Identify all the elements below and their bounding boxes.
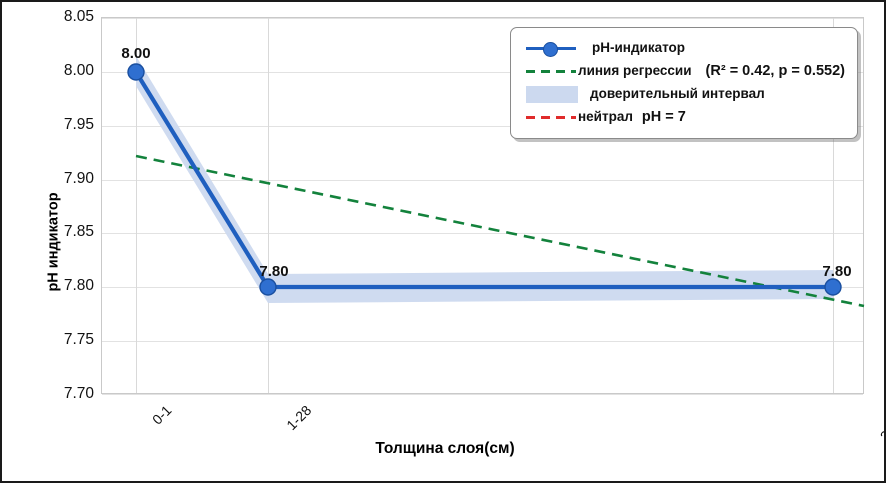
y-tick-label: 7.80 [63, 277, 94, 295]
legend-item-regression-line[interactable]: линия регрессии (R² = 0.42, p = 0.552) [511, 59, 857, 82]
gridline-vertical [136, 18, 137, 393]
confidence-interval-band [136, 56, 833, 303]
gridline-vertical [833, 18, 834, 393]
gridline-horizontal [102, 394, 863, 395]
gridline-horizontal [102, 18, 863, 19]
gridline-horizontal [102, 233, 863, 235]
legend-label: pH-индикатор [592, 40, 686, 55]
legend: pH-индикатор линия регрессии (R² = 0.42,… [510, 27, 858, 139]
legend-item-neutral[interactable]: нейтрал pH = 7 [511, 105, 857, 128]
legend-green-dashed-icon [524, 63, 578, 79]
data-point-label: 7.80 [259, 263, 289, 280]
x-axis-title: Толщина слоя(см) [375, 440, 515, 457]
data-point-label: 7.80 [822, 263, 852, 280]
gridline-horizontal [102, 179, 863, 181]
legend-neutral-value: pH = 7 [641, 108, 686, 125]
y-tick-label: 8.00 [63, 61, 94, 79]
gridline-horizontal [102, 71, 863, 73]
legend-regression-stats: (R² = 0.42, p = 0.552) [705, 62, 845, 79]
data-point-marker[interactable] [127, 63, 145, 81]
legend-band-swatch-icon [524, 85, 578, 103]
y-tick-label: 7.85 [63, 223, 94, 241]
x-tick-label: 0-1 [148, 402, 175, 428]
legend-red-dashed-icon [524, 109, 578, 125]
legend-label: линия регрессии [578, 63, 692, 78]
y-tick-label: 7.75 [63, 331, 94, 349]
y-tick-label: 7.70 [63, 385, 94, 402]
y-tick-label: 7.90 [63, 169, 94, 187]
data-point-marker[interactable] [824, 278, 842, 296]
legend-label: доверительный интервал [590, 86, 765, 101]
data-point-label: 8.00 [121, 45, 151, 62]
data-point-marker[interactable] [259, 278, 277, 296]
gridline-horizontal [102, 341, 863, 343]
regression-line [135, 154, 865, 308]
legend-item-ph-indicator[interactable]: pH-индикатор [511, 36, 857, 59]
y-tick-label: 8.05 [63, 8, 94, 25]
legend-line-marker-icon [524, 40, 578, 57]
gridline-horizontal [102, 125, 863, 127]
gridline-vertical [268, 18, 269, 393]
x-tick-label: 1-28 [283, 402, 315, 434]
y-tick-label: 7.95 [63, 115, 94, 133]
legend-label: нейтрал [578, 109, 633, 124]
x-tick-label: 28-120 [876, 402, 886, 445]
series-graphics [127, 56, 865, 308]
y-axis-title: pH индикатор [45, 191, 62, 292]
legend-item-confidence-interval[interactable]: доверительный интервал [511, 82, 857, 105]
